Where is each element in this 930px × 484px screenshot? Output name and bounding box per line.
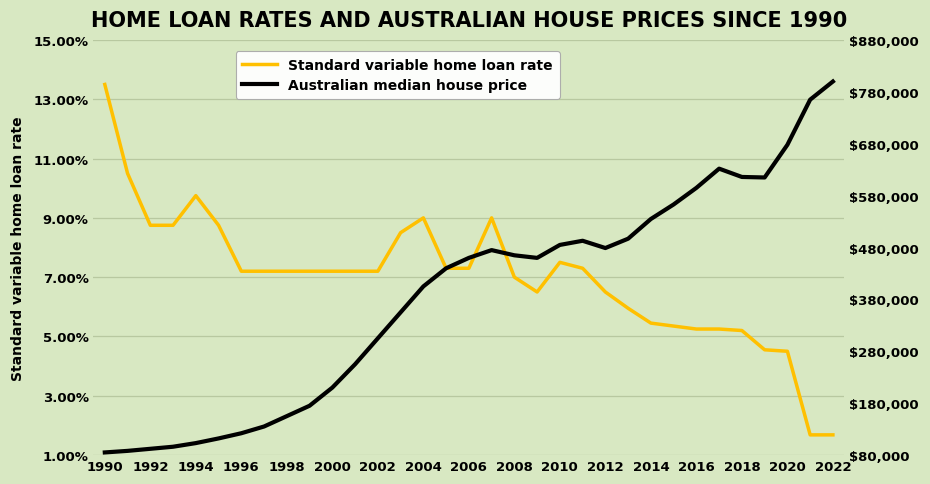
Standard variable home loan rate [645, 320, 657, 326]
Standard variable home loan rate [372, 269, 383, 274]
Australian median house price [713, 166, 724, 172]
Standard variable home loan rate [782, 348, 793, 354]
Standard variable home loan rate [122, 171, 133, 177]
Standard variable home loan rate [191, 193, 202, 199]
Australian median house price [418, 284, 429, 290]
Standard variable home loan rate [350, 269, 361, 274]
Australian median house price [828, 79, 839, 85]
Standard variable home loan rate [100, 82, 111, 88]
Standard variable home loan rate [441, 266, 452, 272]
Australian median house price [532, 256, 543, 261]
Australian median house price [804, 98, 816, 104]
Australian median house price [645, 217, 657, 223]
Australian median house price [350, 362, 361, 367]
Australian median house price [235, 430, 246, 436]
Standard variable home loan rate [577, 266, 588, 272]
Standard variable home loan rate [509, 275, 520, 281]
Australian median house price [554, 242, 565, 248]
Australian median house price [145, 446, 156, 452]
Y-axis label: Standard variable home loan rate: Standard variable home loan rate [11, 116, 25, 380]
Standard variable home loan rate [395, 230, 406, 236]
Standard variable home loan rate [213, 223, 224, 229]
Australian median house price [441, 266, 452, 272]
Standard variable home loan rate [759, 347, 770, 353]
Australian median house price [304, 403, 315, 409]
Legend: Standard variable home loan rate, Australian median house price: Standard variable home loan rate, Austra… [235, 52, 560, 99]
Australian median house price [486, 248, 498, 254]
Title: HOME LOAN RATES AND AUSTRALIAN HOUSE PRICES SINCE 1990: HOME LOAN RATES AND AUSTRALIAN HOUSE PRI… [91, 11, 847, 31]
Standard variable home loan rate [326, 269, 338, 274]
Standard variable home loan rate [418, 215, 429, 221]
Standard variable home loan rate [281, 269, 292, 274]
Line: Australian median house price: Australian median house price [105, 82, 833, 453]
Australian median house price [281, 413, 292, 419]
Standard variable home loan rate [304, 269, 315, 274]
Line: Standard variable home loan rate: Standard variable home loan rate [105, 85, 833, 435]
Standard variable home loan rate [532, 289, 543, 295]
Standard variable home loan rate [554, 260, 565, 266]
Australian median house price [600, 245, 611, 251]
Standard variable home loan rate [622, 306, 633, 312]
Australian median house price [463, 256, 474, 261]
Standard variable home loan rate [259, 269, 270, 274]
Standard variable home loan rate [713, 326, 724, 332]
Australian median house price [213, 436, 224, 441]
Standard variable home loan rate [668, 323, 679, 329]
Standard variable home loan rate [235, 269, 246, 274]
Standard variable home loan rate [463, 266, 474, 272]
Australian median house price [372, 336, 383, 342]
Australian median house price [782, 143, 793, 149]
Standard variable home loan rate [828, 432, 839, 438]
Standard variable home loan rate [804, 432, 816, 438]
Australian median house price [259, 424, 270, 429]
Australian median house price [395, 310, 406, 316]
Australian median house price [167, 444, 179, 450]
Standard variable home loan rate [600, 289, 611, 295]
Australian median house price [100, 450, 111, 455]
Australian median house price [668, 202, 679, 208]
Australian median house price [326, 385, 338, 391]
Australian median house price [691, 185, 702, 191]
Standard variable home loan rate [737, 328, 748, 334]
Australian median house price [737, 175, 748, 181]
Standard variable home loan rate [167, 223, 179, 229]
Australian median house price [191, 440, 202, 446]
Standard variable home loan rate [145, 223, 156, 229]
Australian median house price [577, 238, 588, 244]
Australian median house price [622, 236, 633, 242]
Standard variable home loan rate [486, 215, 498, 221]
Australian median house price [509, 253, 520, 258]
Australian median house price [122, 448, 133, 454]
Australian median house price [759, 175, 770, 181]
Standard variable home loan rate [691, 326, 702, 332]
